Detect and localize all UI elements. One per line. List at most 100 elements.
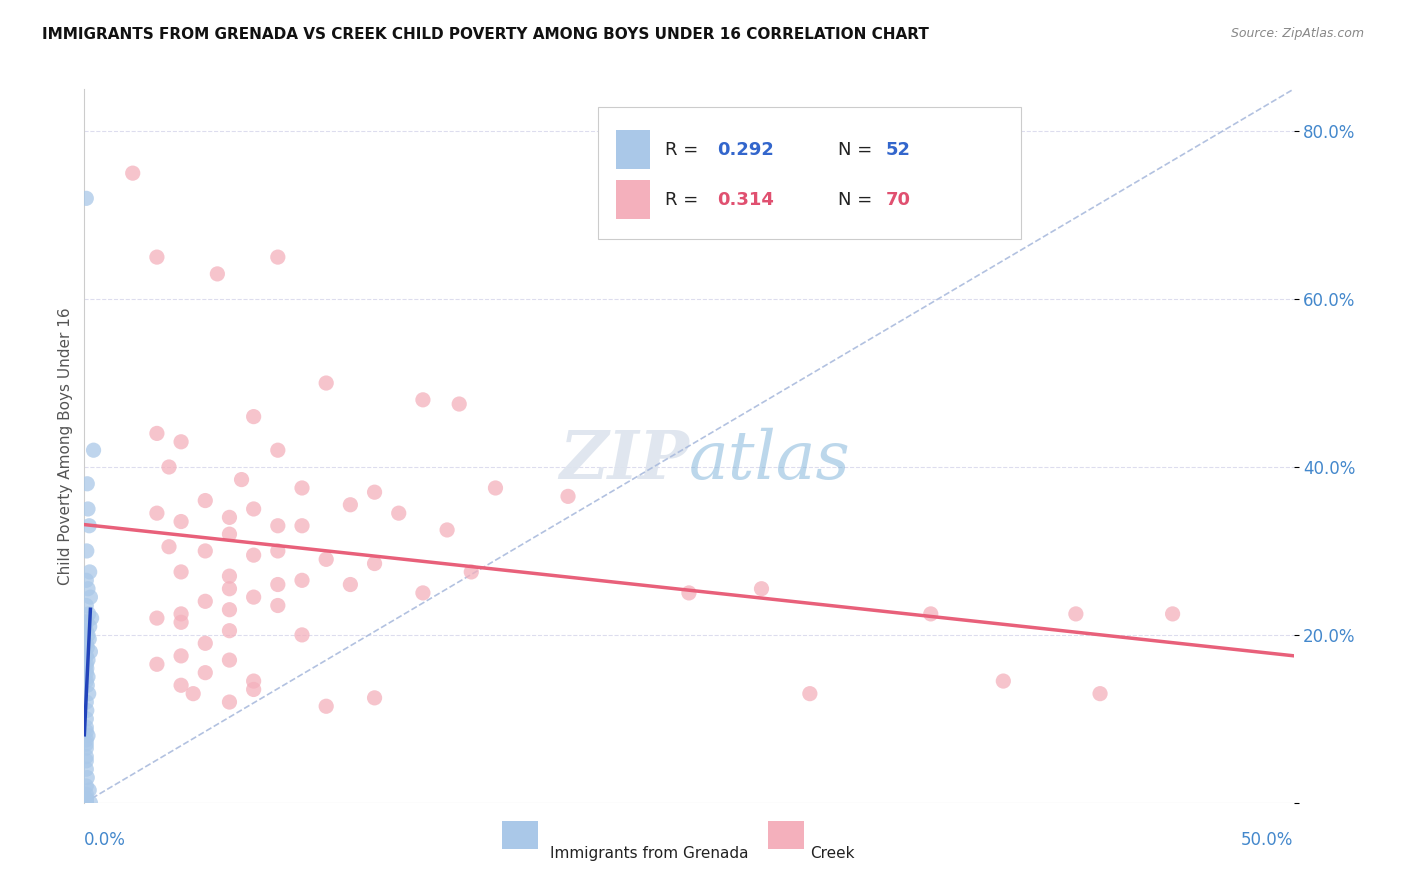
Point xyxy=(920,607,942,621)
Point xyxy=(231,473,253,487)
Point xyxy=(77,670,100,684)
Point xyxy=(678,586,700,600)
Point xyxy=(77,729,100,743)
Point xyxy=(146,506,169,520)
Point xyxy=(363,557,385,571)
Point xyxy=(751,582,773,596)
Point xyxy=(75,648,97,663)
Point xyxy=(1064,607,1087,621)
Point xyxy=(170,615,193,630)
Point xyxy=(218,527,240,541)
Point xyxy=(76,640,98,655)
Point xyxy=(75,665,97,680)
Point xyxy=(207,267,229,281)
Point xyxy=(218,603,240,617)
Point xyxy=(75,796,97,810)
Point xyxy=(75,796,97,810)
Text: atlas: atlas xyxy=(689,427,851,493)
Point xyxy=(242,674,264,689)
Point xyxy=(75,720,97,734)
Point xyxy=(993,674,1015,689)
Point xyxy=(75,762,97,776)
Point xyxy=(77,502,100,516)
Point xyxy=(799,687,821,701)
Text: N =: N = xyxy=(838,191,877,209)
Bar xyxy=(768,821,804,849)
Point xyxy=(1161,607,1184,621)
Point xyxy=(267,544,290,558)
Text: 50.0%: 50.0% xyxy=(1241,831,1294,849)
Y-axis label: Child Poverty Among Boys Under 16: Child Poverty Among Boys Under 16 xyxy=(58,307,73,585)
Bar xyxy=(616,180,650,219)
Point xyxy=(194,636,217,650)
Point xyxy=(75,791,97,805)
Point xyxy=(75,795,97,809)
Point xyxy=(242,409,264,424)
Point xyxy=(291,628,314,642)
Point xyxy=(363,690,385,705)
Point xyxy=(76,678,98,692)
Point xyxy=(77,628,100,642)
Point xyxy=(388,506,411,520)
Point xyxy=(242,548,264,562)
Point xyxy=(75,749,97,764)
Point xyxy=(460,565,482,579)
Point xyxy=(76,703,98,717)
Point xyxy=(75,695,97,709)
Bar xyxy=(616,130,650,169)
Point xyxy=(181,687,204,701)
Point xyxy=(218,510,240,524)
Point xyxy=(79,796,101,810)
Point xyxy=(75,636,97,650)
Point xyxy=(291,481,314,495)
Point xyxy=(79,645,101,659)
Text: 52: 52 xyxy=(886,141,911,159)
Point xyxy=(194,493,217,508)
Text: R =: R = xyxy=(665,141,704,159)
Point xyxy=(76,544,98,558)
Point xyxy=(315,699,337,714)
Point xyxy=(146,426,169,441)
Point xyxy=(315,552,337,566)
Point xyxy=(76,771,98,785)
Point xyxy=(363,485,385,500)
Text: Source: ZipAtlas.com: Source: ZipAtlas.com xyxy=(1230,27,1364,40)
Point xyxy=(75,732,97,747)
Text: 0.292: 0.292 xyxy=(717,141,773,159)
Point xyxy=(412,586,434,600)
Point xyxy=(218,624,240,638)
Point xyxy=(194,544,217,558)
Point xyxy=(157,540,180,554)
Point xyxy=(436,523,458,537)
Point xyxy=(170,678,193,692)
Point xyxy=(315,376,337,390)
Text: ZIP: ZIP xyxy=(560,428,689,492)
Point xyxy=(339,498,361,512)
Point xyxy=(170,607,193,621)
Point xyxy=(218,695,240,709)
Text: 0.0%: 0.0% xyxy=(84,831,127,849)
Point xyxy=(77,632,100,646)
Point xyxy=(77,607,100,621)
Point xyxy=(267,518,290,533)
Point xyxy=(75,788,97,802)
Point xyxy=(170,515,193,529)
Text: R =: R = xyxy=(665,191,704,209)
Point xyxy=(83,443,105,458)
Point xyxy=(75,754,97,768)
Point xyxy=(79,590,101,604)
Point xyxy=(121,166,143,180)
Point xyxy=(75,191,97,205)
Point xyxy=(75,599,97,613)
Point xyxy=(75,624,97,638)
Point xyxy=(218,653,240,667)
Point xyxy=(194,665,217,680)
FancyBboxPatch shape xyxy=(599,107,1022,239)
Point xyxy=(242,590,264,604)
Point xyxy=(75,574,97,588)
Point xyxy=(218,569,240,583)
Point xyxy=(242,682,264,697)
Bar xyxy=(502,821,538,849)
Text: IMMIGRANTS FROM GRENADA VS CREEK CHILD POVERTY AMONG BOYS UNDER 16 CORRELATION C: IMMIGRANTS FROM GRENADA VS CREEK CHILD P… xyxy=(42,27,929,42)
Point xyxy=(218,582,240,596)
